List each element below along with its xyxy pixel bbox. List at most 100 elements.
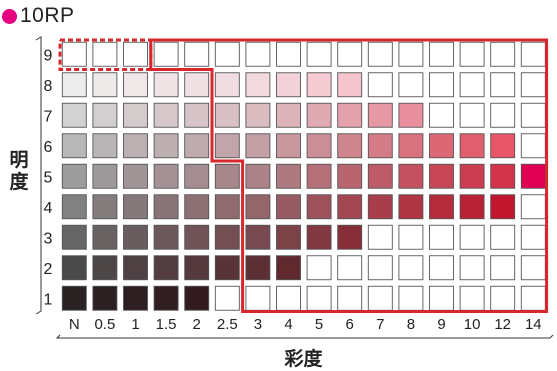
hue-title: 10RP [2,4,75,28]
color-cell [123,224,148,250]
x-tick-label: 8 [407,316,415,333]
x-tick-label: 4 [284,316,292,333]
x-tick-label: 2.5 [217,316,238,333]
color-cell [367,72,393,98]
color-cell [123,133,148,159]
y-axis-label-char: 明 [9,150,29,171]
color-cell [398,163,424,189]
color-cell [214,255,240,281]
color-cell [490,72,516,98]
color-cell [306,72,332,98]
x-tick-label: 9 [437,316,445,333]
color-cell [153,285,179,311]
color-cell [61,133,87,159]
color-cell [184,255,210,281]
color-cell [153,255,179,281]
color-cell [520,224,546,250]
color-cell [306,102,332,128]
y-axis-bracket [35,36,42,315]
color-cell [520,194,546,220]
color-cell [520,285,546,311]
color-cell [276,255,301,281]
y-tick-label: 6 [44,139,53,156]
color-cell [459,72,485,98]
x-tick-label: 14 [525,316,542,333]
color-cell [490,41,516,67]
color-cell [459,133,485,159]
x-tick-label: 12 [494,316,511,333]
color-cell [459,102,485,128]
color-cell [123,285,148,311]
y-tick-label: 2 [44,261,53,278]
color-cell [306,133,332,159]
color-cell [459,163,485,189]
color-cell [276,102,301,128]
color-cell [123,102,148,128]
color-cell [306,255,332,281]
color-cell [92,224,118,250]
color-cell [61,102,87,128]
color-cell [367,194,393,220]
color-cell [398,133,424,159]
y-tick-label: 5 [44,169,53,186]
y-tick-label: 9 [44,47,53,64]
color-cell [276,194,301,220]
color-cell [184,41,210,67]
color-cell [276,163,301,189]
chart-axes [35,36,554,339]
color-cell [245,163,271,189]
color-cell [459,255,485,281]
color-cell [367,163,393,189]
color-cell [337,224,363,250]
color-cell [245,224,271,250]
chart-cells [61,41,546,311]
color-cell [367,102,393,128]
color-cell [459,285,485,311]
x-axis-bracket [55,334,554,339]
color-cell [398,41,424,67]
color-cell [490,224,516,250]
color-cell [429,255,454,281]
color-cell [92,255,118,281]
x-tick-label: 6 [346,316,354,333]
color-cell [429,194,454,220]
color-cell [92,102,118,128]
color-cell [123,41,148,67]
x-tick-label: 0.5 [94,316,115,333]
color-cell [276,224,301,250]
color-cell [245,285,271,311]
color-cell [123,163,148,189]
color-cell [214,41,240,67]
x-axis-label: 彩度 [284,349,323,370]
color-cell [398,102,424,128]
color-cell [92,194,118,220]
color-cell [337,41,363,67]
color-cell [214,194,240,220]
color-cell [459,194,485,220]
color-cell [490,102,516,128]
color-cell [490,163,516,189]
y-axis-label: 明度 [8,150,30,194]
color-cell [398,72,424,98]
color-cell [153,163,179,189]
color-cell [61,194,87,220]
color-cell [367,255,393,281]
color-cell [184,194,210,220]
color-cell [429,72,454,98]
color-cell [153,41,179,67]
y-tick-label: 4 [44,200,53,217]
color-cell [214,285,240,311]
y-tick-label: 1 [44,291,53,308]
color-cell [61,224,87,250]
color-cell [214,72,240,98]
color-cell [367,41,393,67]
color-cell [123,194,148,220]
color-cell [398,194,424,220]
hue-label: 10RP [20,4,75,27]
color-cell [153,194,179,220]
x-tick-label: 5 [315,316,323,333]
color-cell [61,285,87,311]
y-axis-label-char: 度 [9,172,29,193]
color-cell [306,41,332,67]
color-cell [153,224,179,250]
